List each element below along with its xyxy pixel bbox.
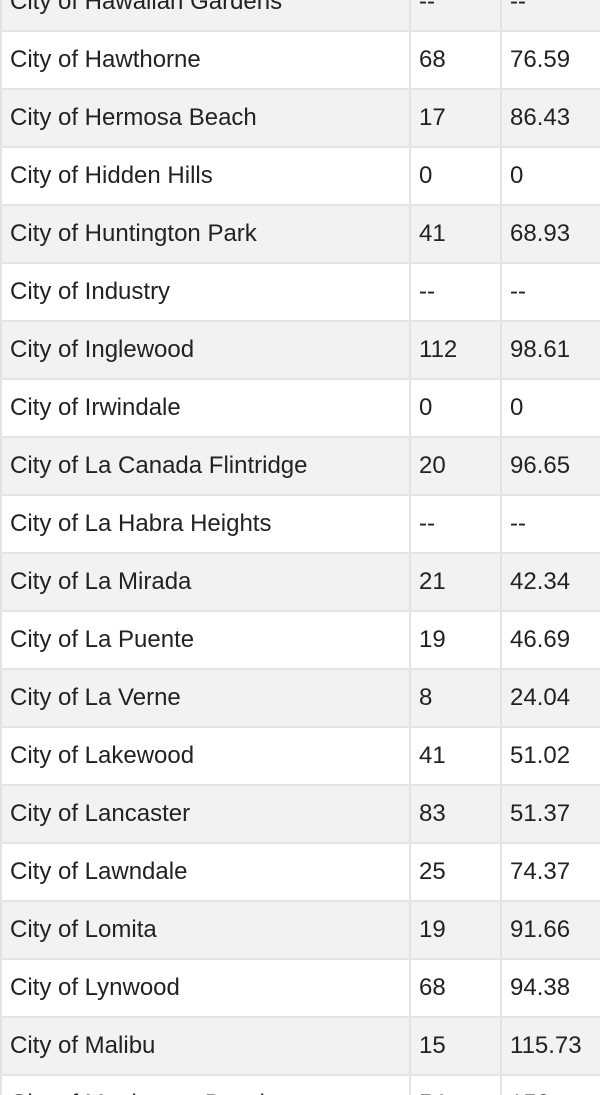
value-cell: 54 — [409, 1074, 502, 1095]
value-cell: 41 — [409, 204, 502, 264]
table-row: City of Lawndale 25 74.37 — [0, 842, 600, 902]
city-name-cell: City of Huntington Park — [0, 204, 411, 264]
rate-cell: 150 — [500, 1074, 600, 1095]
value-cell: 20 — [409, 436, 502, 496]
rate-cell: -- — [500, 0, 600, 32]
value-cell: 68 — [409, 30, 502, 90]
rate-cell: 51.37 — [500, 784, 600, 844]
value-cell: -- — [409, 262, 502, 322]
rate-cell: 76.59 — [500, 30, 600, 90]
city-name-cell: City of Irwindale — [0, 378, 411, 438]
rate-cell: 42.34 — [500, 552, 600, 612]
table-row: City of La Canada Flintridge 20 96.65 — [0, 436, 600, 496]
value-cell: -- — [409, 494, 502, 554]
rate-cell: 46.69 — [500, 610, 600, 670]
city-name-cell: City of Hawaiian Gardens — [0, 0, 411, 32]
table-row: City of La Mirada 21 42.34 — [0, 552, 600, 612]
value-cell: 21 — [409, 552, 502, 612]
table-row: City of La Verne 8 24.04 — [0, 668, 600, 728]
city-name-cell: City of Lynwood — [0, 958, 411, 1018]
rate-cell: 0 — [500, 146, 600, 206]
table-row: City of Huntington Park 41 68.93 — [0, 204, 600, 264]
city-name-cell: City of La Habra Heights — [0, 494, 411, 554]
rate-cell: 91.66 — [500, 900, 600, 960]
rate-cell: 0 — [500, 378, 600, 438]
table-row: City of La Habra Heights -- -- — [0, 494, 600, 554]
rate-cell: 24.04 — [500, 668, 600, 728]
city-name-cell: City of Malibu — [0, 1016, 411, 1076]
table-row: City of Malibu 15 115.73 — [0, 1016, 600, 1076]
value-cell: 83 — [409, 784, 502, 844]
rate-cell: 86.43 — [500, 88, 600, 148]
table-row: City of Lomita 19 91.66 — [0, 900, 600, 960]
table-row: City of Hidden Hills 0 0 — [0, 146, 600, 206]
value-cell: 68 — [409, 958, 502, 1018]
city-name-cell: City of Industry — [0, 262, 411, 322]
table-row: City of Hawthorne 68 76.59 — [0, 30, 600, 90]
rate-cell: -- — [500, 262, 600, 322]
city-name-cell: City of La Puente — [0, 610, 411, 670]
rate-cell: 51.02 — [500, 726, 600, 786]
value-cell: 25 — [409, 842, 502, 902]
table-row: City of Lancaster 83 51.37 — [0, 784, 600, 844]
city-name-cell: City of Lakewood — [0, 726, 411, 786]
city-name-cell: City of Hawthorne — [0, 30, 411, 90]
value-cell: 0 — [409, 146, 502, 206]
rate-cell: 98.61 — [500, 320, 600, 380]
city-name-cell: City of Inglewood — [0, 320, 411, 380]
table-row: City of Manhattan Beach54150 — [0, 1074, 600, 1095]
city-name-cell: City of Manhattan Beach — [0, 1074, 411, 1095]
rate-cell: 68.93 — [500, 204, 600, 264]
table-row: City of Irwindale 0 0 — [0, 378, 600, 438]
table-row: City of La Puente 19 46.69 — [0, 610, 600, 670]
rate-cell: 94.38 — [500, 958, 600, 1018]
city-name-cell: City of Lawndale — [0, 842, 411, 902]
value-cell: -- — [409, 0, 502, 32]
rate-cell: 115.73 — [500, 1016, 600, 1076]
table-row: City of Hawaiian Gardens -- -- — [0, 0, 600, 32]
value-cell: 8 — [409, 668, 502, 728]
table-row: City of Hermosa Beach 17 86.43 — [0, 88, 600, 148]
table-row: City of Inglewood 112 98.61 — [0, 320, 600, 380]
rate-cell: 74.37 — [500, 842, 600, 902]
value-cell: 112 — [409, 320, 502, 380]
city-name-cell: City of Lancaster — [0, 784, 411, 844]
value-cell: 15 — [409, 1016, 502, 1076]
city-name-cell: City of La Mirada — [0, 552, 411, 612]
table-row: City of Industry -- -- — [0, 262, 600, 322]
city-name-cell: City of Hidden Hills — [0, 146, 411, 206]
city-name-cell: City of Hermosa Beach — [0, 88, 411, 148]
value-cell: 19 — [409, 900, 502, 960]
city-name-cell: City of La Canada Flintridge — [0, 436, 411, 496]
city-name-cell: City of La Verne — [0, 668, 411, 728]
rate-cell: -- — [500, 494, 600, 554]
value-cell: 17 — [409, 88, 502, 148]
table-row: City of Lakewood 41 51.02 — [0, 726, 600, 786]
value-cell: 0 — [409, 378, 502, 438]
value-cell: 41 — [409, 726, 502, 786]
city-name-cell: City of Lomita — [0, 900, 411, 960]
value-cell: 19 — [409, 610, 502, 670]
rate-cell: 96.65 — [500, 436, 600, 496]
table-row: City of Lynwood 68 94.38 — [0, 958, 600, 1018]
